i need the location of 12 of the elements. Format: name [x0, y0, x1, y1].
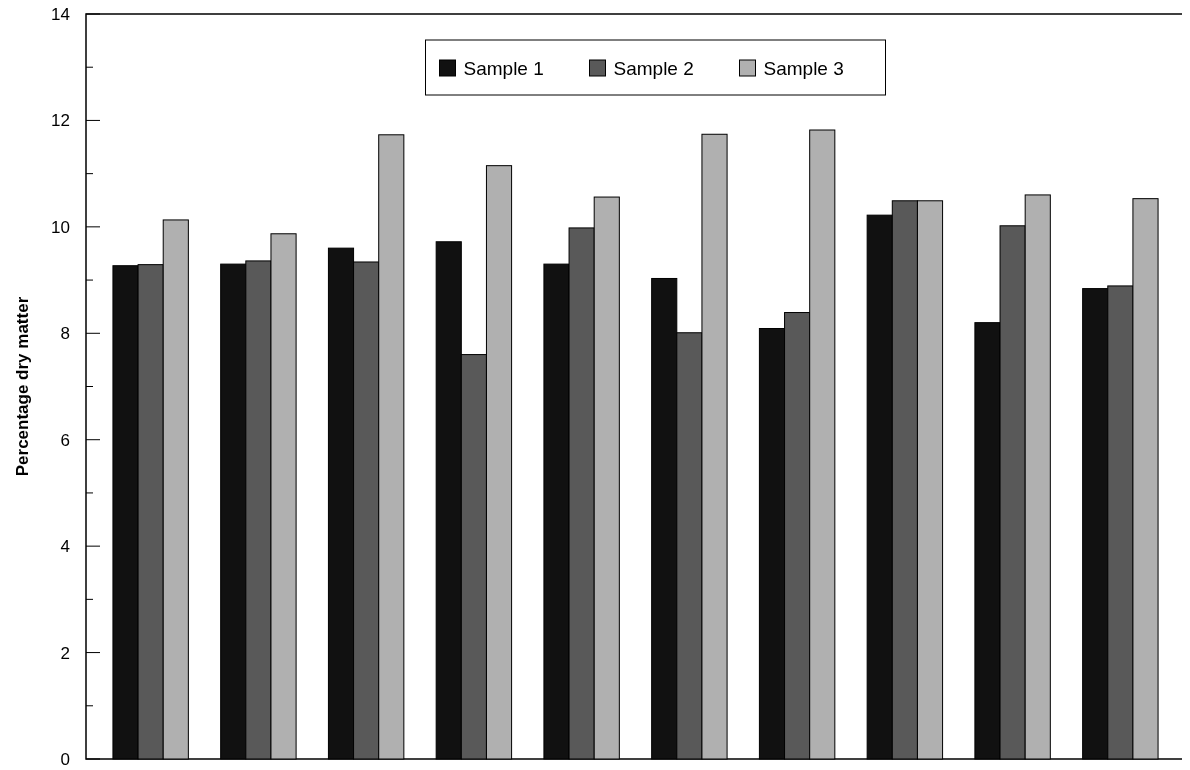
- legend-label: Sample 2: [613, 57, 694, 79]
- y-tick-label: 12: [51, 111, 70, 131]
- y-tick-label: 4: [60, 537, 70, 557]
- legend-label: Sample 3: [763, 57, 844, 79]
- y-tick-label: 14: [51, 4, 70, 24]
- y-tick-label: 8: [60, 324, 70, 344]
- y-tick-label: 10: [51, 217, 70, 237]
- y-tick-label: 6: [60, 430, 70, 450]
- legend-label: Sample 1: [463, 57, 544, 79]
- y-tick-label: 0: [60, 749, 70, 769]
- y-tick-label: 2: [60, 643, 70, 663]
- y-axis-title: Percentage dry matter: [13, 296, 32, 477]
